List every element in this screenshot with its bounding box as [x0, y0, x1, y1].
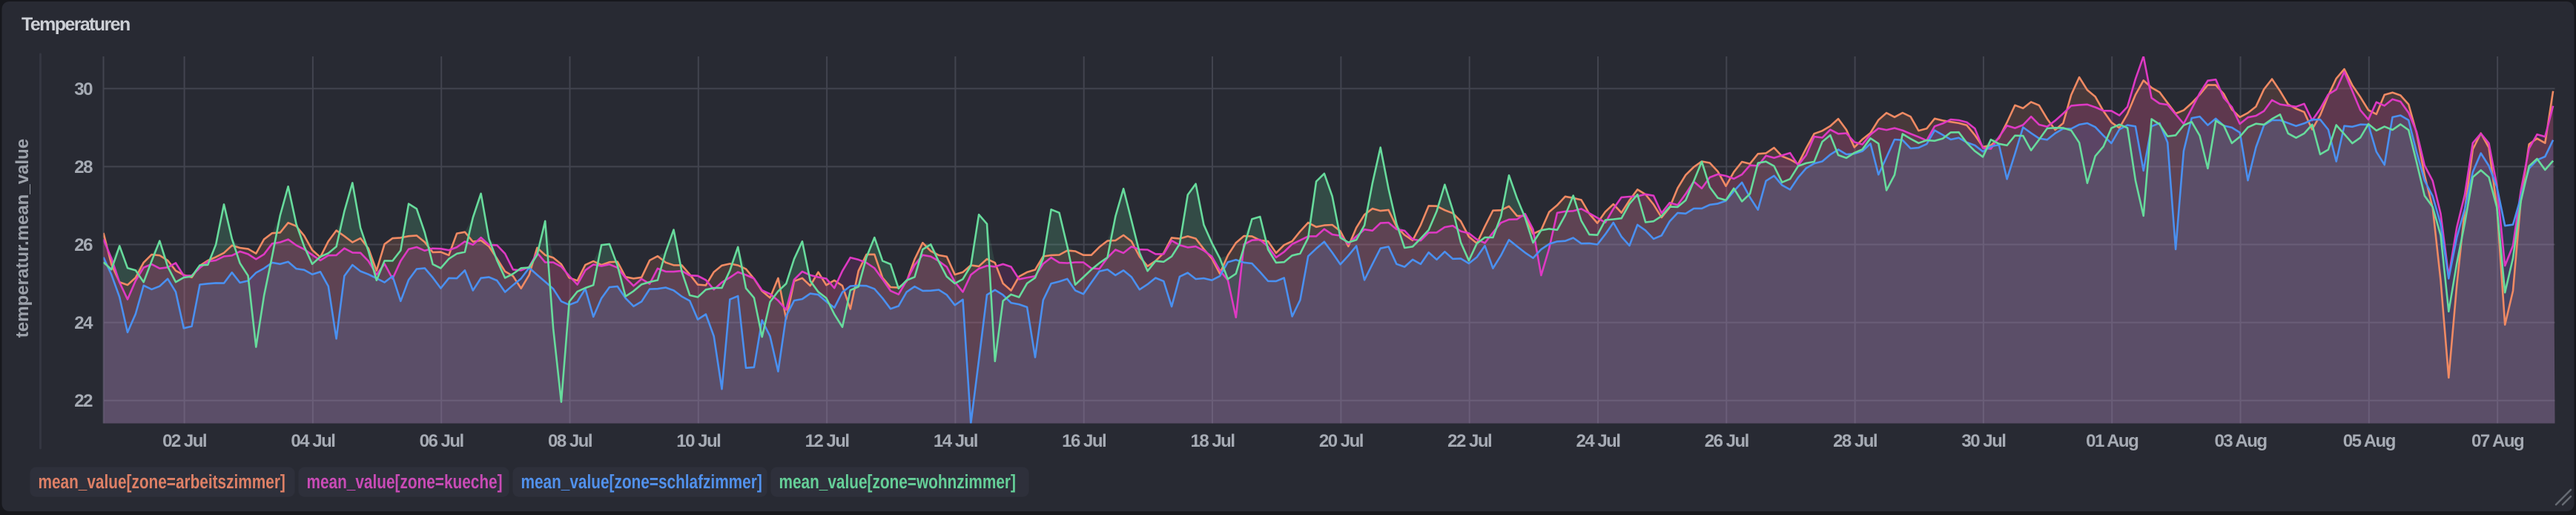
svg-text:temperatur.mean_value: temperatur.mean_value	[13, 139, 33, 338]
svg-text:Temperaturen: Temperaturen	[22, 14, 130, 35]
svg-text:mean_value[zone=schlafzimmer]: mean_value[zone=schlafzimmer]	[521, 471, 762, 493]
svg-text:10 Jul: 10 Jul	[676, 431, 720, 451]
svg-text:16 Jul: 16 Jul	[1062, 431, 1106, 451]
svg-text:26 Jul: 26 Jul	[1705, 431, 1748, 451]
svg-text:30 Jul: 30 Jul	[1961, 431, 2005, 451]
svg-text:mean_value[zone=kueche]: mean_value[zone=kueche]	[307, 471, 503, 493]
svg-text:30: 30	[74, 79, 93, 99]
svg-text:mean_value[zone=wohnzimmer]: mean_value[zone=wohnzimmer]	[779, 471, 1016, 493]
svg-text:07 Aug: 07 Aug	[2471, 431, 2524, 451]
svg-text:18 Jul: 18 Jul	[1190, 431, 1234, 451]
svg-text:20 Jul: 20 Jul	[1319, 431, 1363, 451]
svg-text:22: 22	[74, 391, 93, 411]
svg-text:12 Jul: 12 Jul	[805, 431, 849, 451]
svg-text:22 Jul: 22 Jul	[1447, 431, 1491, 451]
svg-text:26: 26	[74, 235, 93, 255]
svg-text:28 Jul: 28 Jul	[1833, 431, 1877, 451]
svg-text:24: 24	[74, 313, 93, 333]
svg-text:05 Aug: 05 Aug	[2343, 431, 2396, 451]
svg-text:01 Aug: 01 Aug	[2086, 431, 2139, 451]
svg-text:24 Jul: 24 Jul	[1576, 431, 1619, 451]
svg-text:02 Jul: 02 Jul	[162, 431, 206, 451]
svg-text:06 Jul: 06 Jul	[420, 431, 463, 451]
svg-text:28: 28	[74, 157, 93, 177]
svg-text:08 Jul: 08 Jul	[548, 431, 592, 451]
svg-text:04 Jul: 04 Jul	[291, 431, 334, 451]
svg-text:mean_value[zone=arbeitszimmer]: mean_value[zone=arbeitszimmer]	[39, 471, 285, 493]
svg-text:03 Aug: 03 Aug	[2214, 431, 2267, 451]
svg-text:14 Jul: 14 Jul	[934, 431, 977, 451]
